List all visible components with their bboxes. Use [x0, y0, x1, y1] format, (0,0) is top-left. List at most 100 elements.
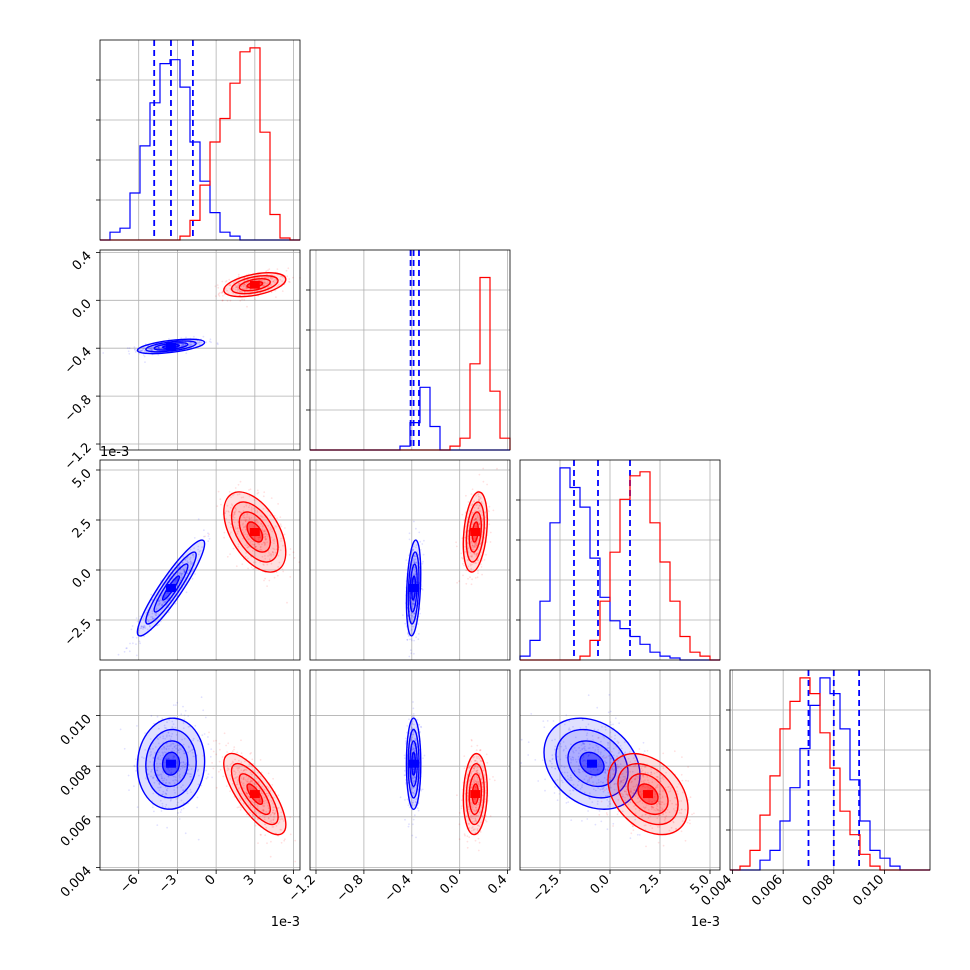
scatter-point [223, 732, 226, 735]
scatter-point [205, 769, 208, 772]
scatter-point [404, 740, 407, 742]
scatter-point [254, 824, 257, 827]
scatter-point [603, 757, 605, 759]
scatter-point [133, 765, 136, 768]
scatter-point [221, 290, 224, 293]
scatter-point [280, 841, 283, 844]
scatter-point [235, 284, 237, 287]
scatter-point [237, 273, 240, 276]
scatter-point [422, 560, 424, 563]
scatter-point [254, 298, 256, 301]
scatter-point [212, 767, 215, 770]
scatter-point [183, 714, 186, 717]
scatter-point [277, 794, 280, 797]
scatter-point [608, 694, 611, 696]
scatter-point [260, 834, 262, 836]
scatter-point [236, 286, 239, 288]
scatter-point [482, 467, 485, 470]
y-tick-label: 0.4 [70, 249, 95, 274]
scatter-point [638, 834, 641, 836]
scatter-point [478, 473, 481, 476]
scatter-point [270, 284, 272, 286]
scatter-point [203, 733, 206, 735]
scatter-point [218, 292, 221, 294]
scatter-point [412, 713, 415, 715]
scatter-point [406, 731, 408, 734]
scatter-point [534, 759, 537, 761]
scatter-point [403, 757, 406, 760]
y-tick-label: 0.006 [58, 813, 95, 850]
scatter-point [157, 346, 160, 349]
scatter-point [408, 532, 411, 535]
scatter-point [420, 725, 422, 728]
scatter-point [285, 269, 288, 272]
scatter-point [238, 806, 240, 809]
scatter-point [483, 559, 486, 561]
density-peak [165, 759, 176, 768]
scatter-point [256, 489, 259, 492]
scatter-point [265, 270, 268, 272]
scatter-point [271, 277, 274, 280]
scatter-point [485, 753, 488, 756]
scatter-point [245, 287, 248, 290]
scatter-point [129, 642, 131, 645]
scatter-point [134, 348, 136, 351]
scatter-point [157, 347, 160, 349]
scatter-point [151, 806, 154, 809]
scatter-point [405, 559, 408, 561]
scatter-point [127, 774, 130, 777]
scatter-point [204, 716, 207, 719]
scatter-point [544, 789, 546, 792]
scatter-point [412, 701, 414, 703]
scatter-point [643, 750, 646, 752]
scatter-point [181, 344, 184, 347]
scatter-point [208, 533, 210, 536]
x-offset-label: 1e-3 [271, 915, 300, 930]
scatter-point [218, 742, 221, 745]
y-tick-label: 0.010 [58, 712, 95, 749]
scatter-point [185, 336, 187, 339]
scatter-point [489, 815, 492, 817]
scatter-point [182, 343, 185, 346]
scatter-point [475, 749, 478, 751]
scatter-point [586, 818, 589, 820]
scatter-point [239, 290, 242, 293]
scatter-point [471, 488, 474, 491]
scatter-point [242, 285, 245, 287]
scatter-point [216, 343, 219, 346]
scatter-point [236, 287, 239, 290]
scatter-point [233, 748, 235, 751]
scatter-point [684, 839, 687, 842]
scatter-point [496, 467, 498, 470]
scatter-point [292, 276, 294, 279]
scatter-point [209, 338, 212, 341]
scatter-point [243, 291, 246, 293]
scatter-point [131, 625, 134, 627]
scatter-point [275, 296, 277, 298]
scatter-point [197, 343, 199, 345]
scatter-point [681, 779, 684, 782]
scatter-point [422, 553, 425, 556]
scatter-point [404, 818, 406, 821]
scatter-point [273, 576, 276, 579]
scatter-point [488, 510, 490, 513]
scatter-point [406, 798, 409, 801]
scatter-point [594, 823, 597, 826]
scatter-point [252, 568, 255, 571]
scatter-point [294, 839, 297, 842]
scatter-point [207, 535, 210, 537]
scatter-point [689, 796, 692, 799]
scatter-point [421, 788, 424, 791]
scatter-point [177, 812, 180, 814]
scatter-point [488, 505, 491, 508]
scatter-point [128, 650, 131, 653]
scatter-point [207, 743, 210, 746]
scatter-point [157, 346, 160, 349]
scatter-point [262, 495, 265, 498]
scatter-point [267, 285, 270, 288]
density-peak [165, 342, 176, 351]
scatter-point [270, 276, 273, 279]
scatter-point [248, 489, 250, 491]
y-tick-label: −2.5 [62, 616, 95, 649]
scatter-point [281, 568, 284, 571]
